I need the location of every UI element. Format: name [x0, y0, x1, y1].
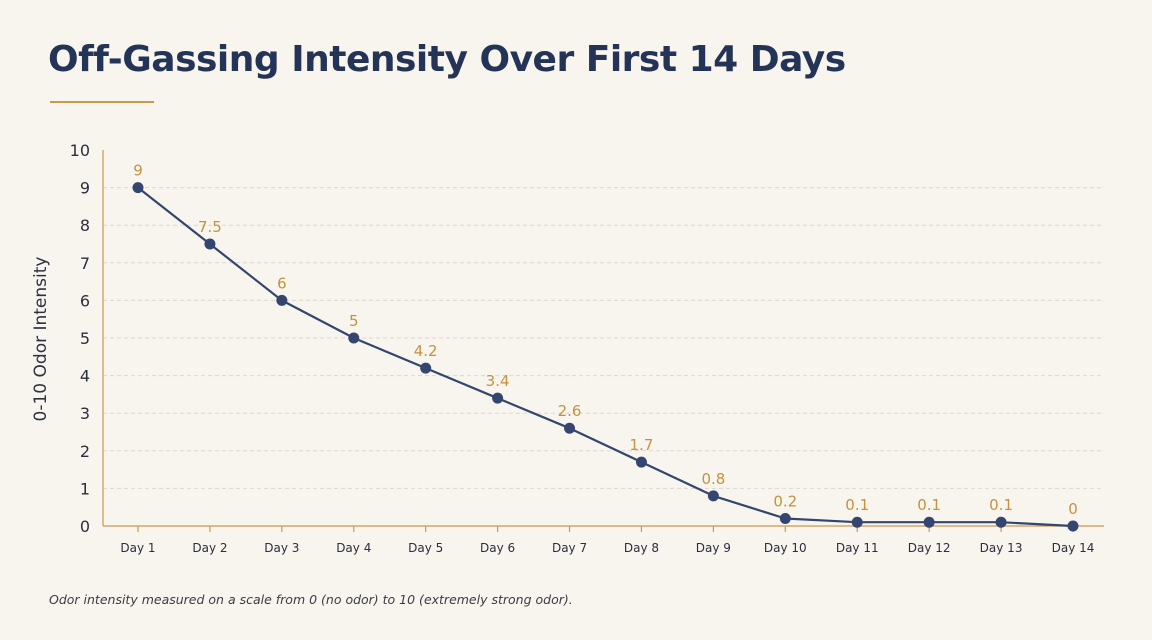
data-point [492, 392, 504, 404]
chart-title: Off-Gassing Intensity Over First 14 Days [48, 39, 846, 80]
y-tick-label: 9 [80, 179, 90, 198]
data-labels: 9 7.5 6 5 4.2 3.4 2.6 1.7 0.8 0.2 0.1 0.1 0.1 0 [133, 162, 1078, 518]
data-point [995, 516, 1007, 528]
x-tick-label: Day 4 [336, 541, 371, 555]
y-tick-label: 6 [80, 291, 90, 310]
title-underline [50, 101, 154, 103]
x-tick-labels: Day 1 Day 2 Day 3 Day 4 Day 5 Day 6 Day 7 Day 8… [120, 541, 1094, 555]
x-tick-label: Day 10 [764, 541, 807, 555]
x-tick-label: Day 7 [552, 541, 587, 555]
data-point [276, 294, 288, 306]
x-tick-label: Day 2 [192, 541, 227, 555]
data-points [132, 182, 1079, 532]
x-tick-label: Day 3 [264, 541, 299, 555]
data-point [923, 516, 935, 528]
data-point [707, 490, 719, 502]
data-label: 1.7 [630, 436, 654, 454]
y-tick-labels: 0 1 2 3 4 5 6 7 8 9 10 [70, 141, 90, 536]
y-tick-label: 8 [80, 216, 90, 235]
series-line-group [136, 186, 1075, 528]
axes [102, 150, 1104, 532]
gridlines [103, 187, 1104, 489]
data-label: 0.1 [989, 496, 1013, 514]
series-line [136, 186, 1075, 528]
x-tick-label: Day 8 [624, 541, 659, 555]
x-tick-label: Day 5 [408, 541, 443, 555]
y-tick-label: 4 [80, 367, 90, 386]
data-point [779, 512, 791, 524]
data-point [635, 456, 647, 468]
data-label: 4.2 [414, 342, 438, 360]
data-point [348, 332, 360, 344]
data-point [1067, 520, 1079, 532]
data-label: 0.1 [845, 496, 869, 514]
x-tick-label: Day 9 [696, 541, 731, 555]
data-label: 5 [349, 312, 359, 330]
x-tick-label: Day 14 [1052, 541, 1095, 555]
x-tick-label: Day 6 [480, 541, 515, 555]
data-label: 0.8 [701, 470, 725, 488]
y-tick-label: 5 [80, 329, 90, 348]
data-label: 0 [1068, 500, 1078, 518]
x-tick-label: Day 13 [980, 541, 1023, 555]
data-label: 0.2 [773, 492, 797, 510]
y-tick-label: 10 [70, 141, 90, 160]
y-axis-label: 0-10 Odor Intensity [31, 257, 51, 422]
data-label: 3.4 [486, 372, 510, 390]
data-point [132, 182, 144, 194]
data-point [564, 422, 576, 434]
y-tick-label: 2 [80, 442, 90, 461]
data-label: 7.5 [198, 218, 222, 236]
footnote: Odor intensity measured on a scale from … [49, 592, 573, 607]
y-tick-label: 7 [80, 254, 90, 273]
data-label: 6 [277, 274, 287, 292]
y-tick-label: 1 [80, 479, 90, 498]
data-point [851, 516, 863, 528]
y-tick-label: 0 [80, 517, 90, 536]
data-label: 2.6 [558, 402, 582, 420]
x-tick-label: Day 1 [120, 541, 155, 555]
data-label: 9 [133, 162, 143, 180]
x-tick-label: Day 11 [836, 541, 879, 555]
data-point [204, 238, 216, 250]
y-tick-label: 3 [80, 404, 90, 423]
x-tick-label: Day 12 [908, 541, 951, 555]
data-point [420, 362, 432, 374]
data-label: 0.1 [917, 496, 941, 514]
